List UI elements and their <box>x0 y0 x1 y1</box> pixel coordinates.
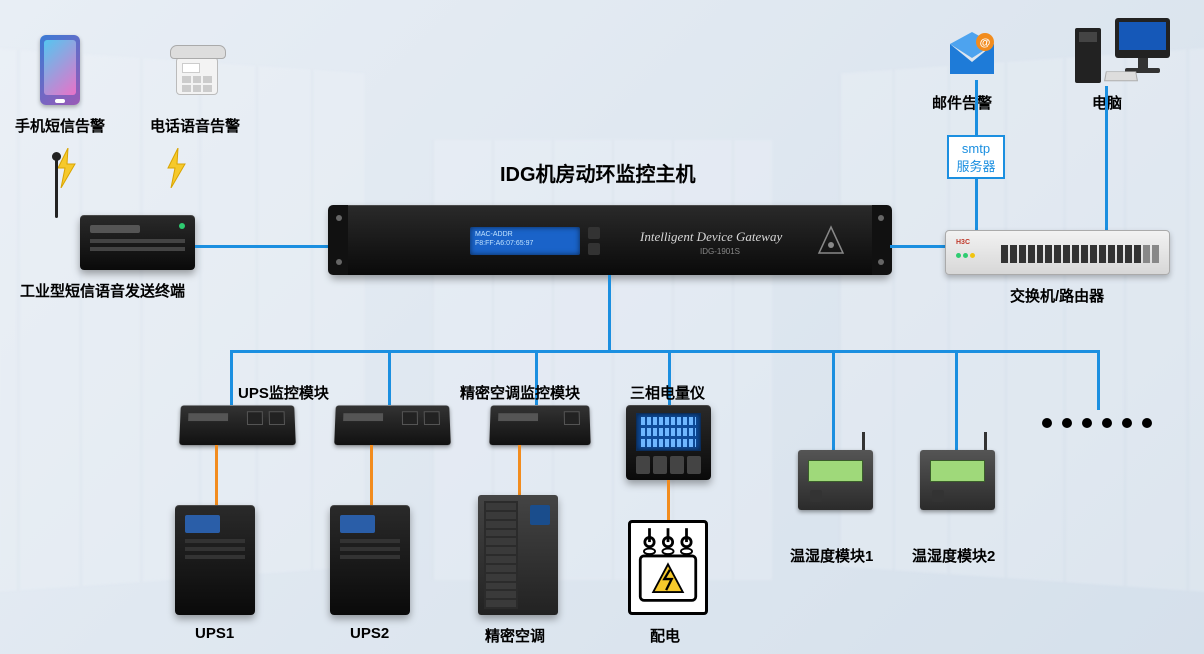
th1-label: 温湿度模块1 <box>790 545 873 566</box>
edge-email-smtp <box>975 80 978 135</box>
main-host-title: IDG机房动环监控主机 <box>500 158 696 187</box>
ac-module-device <box>489 405 590 445</box>
edge-bus-ups2 <box>388 350 391 405</box>
edge-upsmod1-ups1 <box>215 445 218 505</box>
power-device <box>628 520 708 615</box>
ups2-device <box>330 505 410 615</box>
edge-sms-host <box>195 245 330 248</box>
phone-label: 手机短信告警 <box>15 115 105 136</box>
edge-bus-th2 <box>955 350 958 450</box>
telephone-icon <box>170 45 240 100</box>
edge-meter-power <box>667 480 670 520</box>
antenna-icon <box>55 158 58 218</box>
edge-bus-ups1 <box>230 350 233 405</box>
ups2-label: UPS2 <box>350 625 389 642</box>
ac-label: 精密空调 <box>485 625 545 646</box>
antenna-tip <box>52 152 61 161</box>
th-module-1 <box>798 450 873 510</box>
edge-acmod-ac <box>518 445 521 495</box>
sms-terminal-device <box>80 215 195 270</box>
th2-label: 温湿度模块2 <box>912 545 995 566</box>
edge-smtp-switch <box>975 179 978 231</box>
ups-module-2 <box>334 405 451 445</box>
background-rack-right <box>839 45 1204 595</box>
svg-text:@: @ <box>980 37 991 49</box>
pc-icon <box>1075 18 1170 86</box>
telephone-label: 电话语音告警 <box>150 115 240 136</box>
edge-bus-dots <box>1097 350 1100 410</box>
ups-module-label: UPS监控模块 <box>238 382 329 403</box>
smtp-box: smtp 服务器 <box>947 135 1005 179</box>
main-host-device: MAC-ADDRF8:FF:A6:07:65:97 Intelligent De… <box>330 205 890 275</box>
switch-device: H3C <box>945 230 1170 275</box>
ups-module-1 <box>179 405 296 445</box>
power-label: 配电 <box>650 625 680 646</box>
edge-bus-th1 <box>832 350 835 450</box>
more-dots <box>1042 418 1152 428</box>
ac-module-label: 精密空调监控模块 <box>460 382 580 403</box>
switch-label: 交换机/路由器 <box>1010 285 1104 306</box>
smtp-label-2: 服务器 <box>956 159 995 174</box>
ac-device <box>478 495 558 615</box>
phone-icon <box>40 35 80 105</box>
email-label: 邮件告警 <box>932 92 992 113</box>
edge-upsmod2-ups2 <box>370 445 373 505</box>
ups1-label: UPS1 <box>195 625 234 642</box>
meter-device <box>626 405 711 480</box>
edge-host-bus <box>608 275 611 353</box>
smtp-label-1: smtp <box>962 141 990 156</box>
edge-pc-switch <box>1105 86 1108 231</box>
edge-host-switch <box>890 245 945 248</box>
sms-terminal-label: 工业型短信语音发送终端 <box>20 280 185 301</box>
email-icon: @ <box>945 30 1000 78</box>
ups1-device <box>175 505 255 615</box>
meter-label: 三相电量仪 <box>630 382 705 403</box>
th-module-2 <box>920 450 995 510</box>
bus <box>230 350 1100 353</box>
lightning-icon <box>165 148 187 188</box>
